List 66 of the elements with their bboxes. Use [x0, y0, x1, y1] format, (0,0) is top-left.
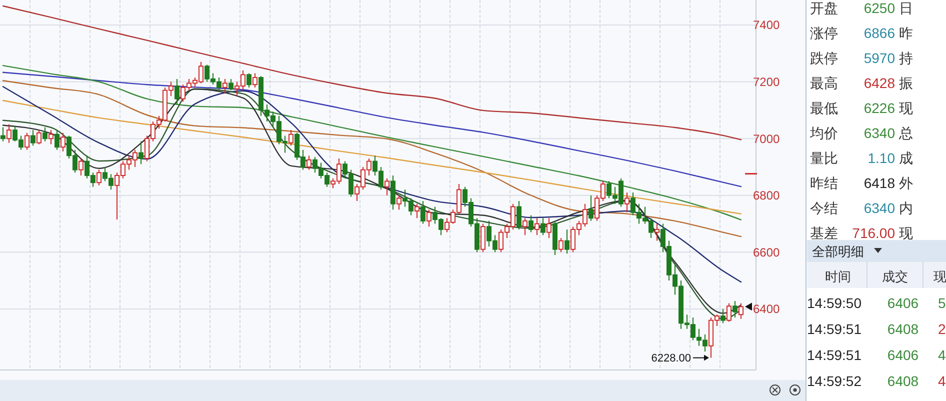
text: 14:59:51	[807, 321, 862, 337]
text: 日	[899, 0, 913, 16]
text: 时间	[825, 269, 851, 284]
text: 6406	[887, 347, 919, 363]
text: 全部明细	[812, 244, 864, 259]
text: 成	[899, 150, 913, 166]
text: 涨停	[810, 25, 838, 41]
text: 14:59:51	[807, 347, 862, 363]
text: 均价	[809, 125, 838, 141]
text: 昨	[899, 25, 913, 41]
text: 6340	[864, 125, 896, 141]
text: 基差	[810, 225, 838, 241]
text: 14:59:50	[807, 295, 862, 311]
annotation: 6228.00	[651, 352, 691, 365]
text: 内	[899, 200, 913, 216]
y-tick-label: 6400	[753, 302, 780, 316]
line-series	[2, 64, 742, 220]
line-series	[2, 100, 742, 214]
text: 2	[938, 321, 946, 337]
text: 跌停	[810, 50, 838, 66]
line-series	[2, 72, 742, 188]
text: 最高	[810, 75, 838, 91]
candlestick	[0, 126, 6, 142]
text: 1.10	[868, 150, 896, 166]
y-tick-label: 7000	[753, 132, 780, 146]
candlestick	[588, 194, 594, 222]
text: 最低	[810, 100, 838, 116]
text: 4	[938, 347, 946, 363]
text: 总	[898, 125, 913, 141]
text: 4	[938, 373, 946, 389]
text: 6250	[864, 0, 896, 16]
text: 现	[899, 100, 913, 116]
text: 716.00	[852, 225, 896, 241]
text: 6226	[864, 100, 896, 116]
candlestick	[306, 155, 312, 170]
text: 今结	[810, 200, 838, 216]
text: 振	[899, 75, 913, 91]
text: 6418	[864, 175, 896, 191]
text: 现	[899, 225, 913, 241]
y-tick-label: 6800	[753, 188, 780, 203]
text: 开盘	[810, 0, 838, 16]
line-series	[2, 80, 742, 238]
text: 持	[899, 50, 913, 66]
text: 量比	[810, 150, 838, 166]
candlestick	[528, 214, 534, 233]
y-tick-label: 6600	[753, 245, 780, 260]
line-series	[2, 5, 742, 140]
text: 成交	[882, 269, 908, 284]
text: 昨结	[810, 175, 838, 191]
y-tick-label: 7400	[753, 18, 780, 32]
candlestick	[522, 218, 528, 236]
candlestick	[48, 130, 54, 145]
text: 6428	[864, 75, 896, 91]
text: 6408	[887, 321, 919, 337]
text: 现	[934, 269, 946, 284]
text: 6406	[887, 295, 919, 311]
text: 5	[938, 295, 946, 311]
y-tick-label: 7200	[753, 74, 780, 89]
text: 14:59:52	[807, 373, 862, 389]
text: 6340	[864, 200, 896, 216]
text: 5970	[864, 50, 896, 66]
text: 6408	[887, 373, 919, 389]
candlestick	[54, 130, 60, 150]
candlestick	[42, 126, 48, 142]
text: 6866	[864, 25, 896, 41]
text: 外	[899, 175, 913, 191]
